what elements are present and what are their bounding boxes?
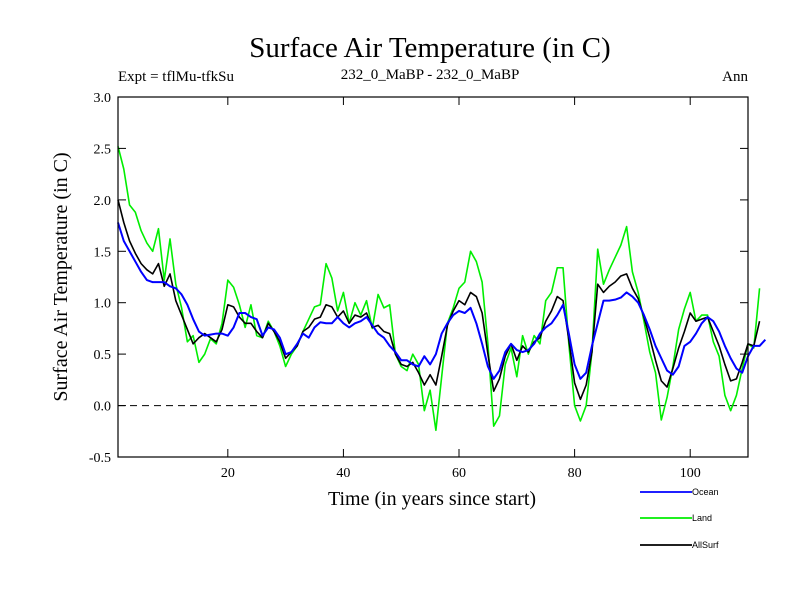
x-tick-label: 100 xyxy=(680,466,701,481)
legend-land-label: Land xyxy=(692,513,712,523)
y-tick-label: 0.5 xyxy=(94,348,112,363)
legend-allsurf-label: AllSurf xyxy=(692,540,719,550)
series-line-ocean xyxy=(117,222,767,380)
x-tick-label: 40 xyxy=(336,466,350,481)
series-layer xyxy=(117,146,767,432)
y-tick-label: 1.5 xyxy=(94,245,112,260)
series-line-land xyxy=(117,146,761,432)
x-tick-label: 80 xyxy=(568,466,582,481)
y-axis-ticks xyxy=(118,96,748,458)
series-line-allsurf xyxy=(117,199,761,401)
y-axis-tick-labels: 3.0 2.5 2.0 1.5 1.0 0.5 0.0 -0.5 xyxy=(89,91,111,466)
period-label: Ann xyxy=(722,69,748,85)
legend-ocean-label: Ocean xyxy=(692,487,719,497)
y-axis-label: Surface Air Temperature (in C) xyxy=(50,152,72,401)
x-tick-label: 60 xyxy=(452,466,466,481)
comparison-label: 232_0_MaBP - 232_0_MaBP xyxy=(341,67,520,83)
legend: Ocean Land AllSurf xyxy=(640,487,719,550)
x-tick-label: 20 xyxy=(221,466,235,481)
y-tick-label: -0.5 xyxy=(89,451,111,466)
y-tick-label: 3.0 xyxy=(94,91,112,106)
x-axis-ticks: 20 40 60 80 100 xyxy=(221,97,701,481)
y-tick-label: 2.0 xyxy=(94,194,112,209)
y-tick-label: 2.5 xyxy=(94,142,112,157)
experiment-label: Expt = tflMu-tfkSu xyxy=(118,69,234,85)
y-tick-label: 1.0 xyxy=(94,297,112,312)
plot-frame xyxy=(117,96,749,458)
y-tick-label: 0.0 xyxy=(94,400,112,415)
chart-title: Surface Air Temperature (in C) xyxy=(249,32,610,64)
x-axis-label: Time (in years since start) xyxy=(328,488,536,510)
